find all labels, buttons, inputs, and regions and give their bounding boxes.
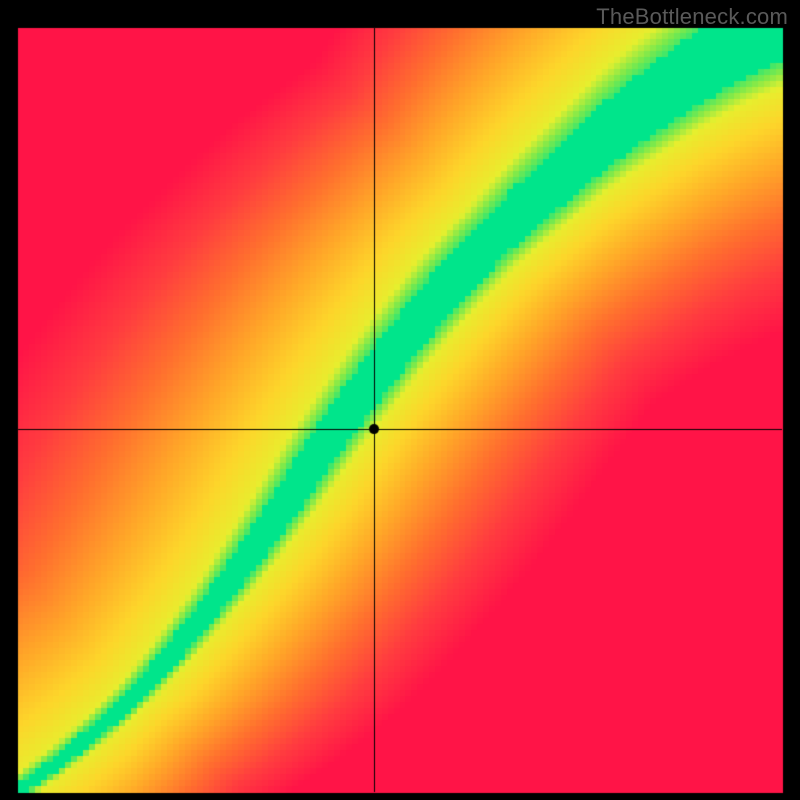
watermark-text: TheBottleneck.com [596,4,788,30]
crosshair-overlay [0,0,800,800]
